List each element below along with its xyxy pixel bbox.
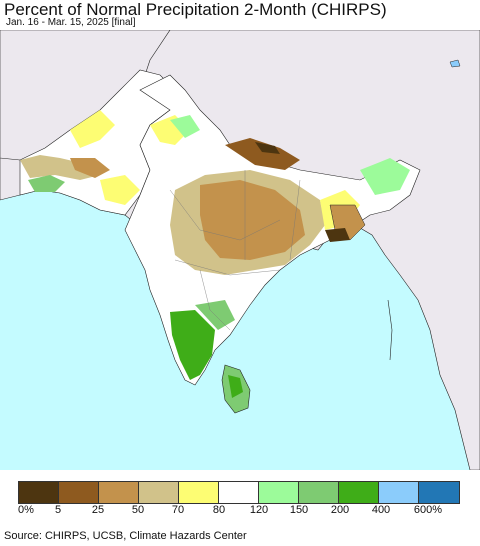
pakistan-yellow-2 xyxy=(100,175,140,205)
legend-label-10: 600% xyxy=(413,504,443,516)
andaman-islands xyxy=(387,299,393,361)
coast-dark xyxy=(325,228,350,242)
date-range-subtitle: Jan. 16 - Mar. 15, 2025 [final] xyxy=(6,17,136,28)
legend-swatch-1 xyxy=(59,482,99,503)
sri-lanka-green xyxy=(228,375,243,398)
central-brown xyxy=(200,180,305,260)
legend-swatch-3 xyxy=(139,482,179,503)
legend-swatch-0 xyxy=(19,482,59,503)
legend-label-0: 0% xyxy=(18,504,34,516)
pakistan-green xyxy=(28,175,65,192)
legend-label-4: 70 xyxy=(171,504,185,516)
pakistan-tan xyxy=(20,155,100,180)
legend-swatch-9 xyxy=(379,482,419,503)
source-credit: Source: CHIRPS, UCSB, Climate Hazards Ce… xyxy=(4,530,247,542)
legend-swatch-6 xyxy=(259,482,299,503)
north-green xyxy=(170,115,200,138)
legend-label-8: 200 xyxy=(330,504,350,516)
legend-swatch-5 xyxy=(219,482,259,503)
legend-swatch-7 xyxy=(299,482,339,503)
state-borders xyxy=(169,170,301,331)
legend-label-7: 150 xyxy=(289,504,309,516)
legend-swatch-10 xyxy=(419,482,459,503)
legend-swatch-2 xyxy=(99,482,139,503)
legend-swatch-4 xyxy=(179,482,219,503)
legend-label-1: 5 xyxy=(54,504,62,516)
pakistan-yellow xyxy=(70,110,115,148)
legend-label-9: 400 xyxy=(371,504,391,516)
pakistan-brown xyxy=(70,158,110,178)
legend-label-3: 50 xyxy=(131,504,145,516)
legend-color-bar xyxy=(18,481,460,504)
himalaya-dark xyxy=(255,142,280,154)
east-green xyxy=(360,158,410,195)
legend-label-5: 80 xyxy=(212,504,226,516)
south-green xyxy=(170,310,215,380)
map-title: Percent of Normal Precipitation 2-Month … xyxy=(4,0,387,19)
legend-label-6: 120 xyxy=(249,504,269,516)
central-brown-2 xyxy=(225,138,300,170)
legend-swatch-8 xyxy=(339,482,379,503)
legend-label-2: 25 xyxy=(91,504,105,516)
precipitation-map xyxy=(0,30,480,470)
small-lake xyxy=(449,59,461,68)
